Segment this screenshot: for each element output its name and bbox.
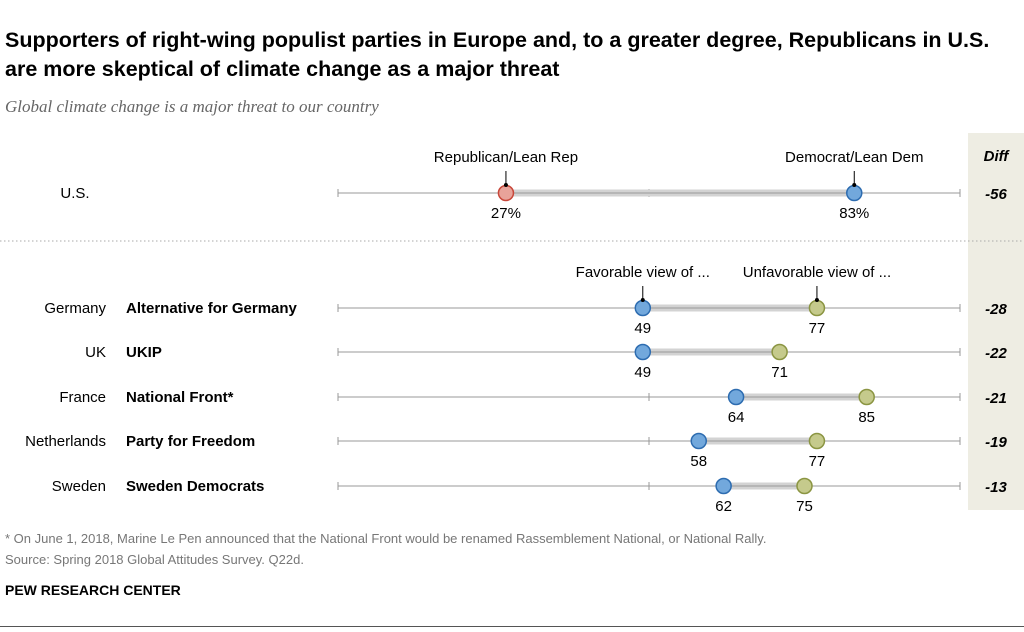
data-label-unfavorable: 71 bbox=[771, 364, 788, 381]
data-label-favorable: 64 bbox=[728, 409, 745, 426]
favorable-dot bbox=[727, 388, 745, 406]
data-label-favorable: 58 bbox=[690, 453, 707, 470]
row-label-party: UKIP bbox=[126, 344, 162, 361]
bottom-rule bbox=[0, 626, 1024, 627]
legend-favorable: Favorable view of ... bbox=[576, 264, 710, 281]
diff-header: Diff bbox=[984, 148, 1011, 165]
data-label: 83% bbox=[839, 205, 869, 222]
data-label-unfavorable: 85 bbox=[858, 409, 875, 426]
diff-value: -13 bbox=[985, 479, 1007, 496]
data-label-favorable: 49 bbox=[634, 364, 651, 381]
favorable-dot bbox=[634, 343, 652, 361]
favorable-dot bbox=[690, 432, 708, 450]
data-label-favorable: 62 bbox=[715, 498, 732, 515]
row-label-country: Netherlands bbox=[25, 433, 106, 450]
row-label-country: Sweden bbox=[52, 478, 106, 495]
diff-value: -19 bbox=[985, 434, 1007, 451]
credit: PEW RESEARCH CENTER bbox=[5, 582, 181, 598]
row-label-country: UK bbox=[85, 344, 106, 361]
legend-democrat: Democrat/Lean Dem bbox=[785, 149, 923, 166]
diff-value-us: -56 bbox=[985, 186, 1007, 203]
favorable-leader-dot bbox=[640, 298, 645, 302]
diff-value: -22 bbox=[985, 345, 1007, 362]
unfavorable-dot bbox=[858, 388, 875, 406]
data-label-favorable: 49 bbox=[634, 320, 651, 337]
data-label-unfavorable: 77 bbox=[809, 320, 826, 337]
chart-subtitle: Global climate change is a major threat … bbox=[5, 97, 379, 116]
legend-unfavorable: Unfavorable view of ... bbox=[743, 264, 891, 281]
democrat-leader-dot bbox=[852, 183, 857, 187]
diff-value: -28 bbox=[985, 301, 1007, 318]
footnote: * On June 1, 2018, Marine Le Pen announc… bbox=[5, 531, 767, 546]
us-republican-dot bbox=[497, 184, 515, 202]
row-label-us: U.S. bbox=[60, 185, 89, 202]
unfavorable-dot bbox=[808, 432, 826, 450]
favorable-dot bbox=[634, 299, 652, 317]
unfavorable-dot bbox=[808, 299, 826, 317]
republican-leader-dot bbox=[503, 183, 508, 187]
unfavorable-dot bbox=[771, 343, 788, 361]
source-note: Source: Spring 2018 Global Attitudes Sur… bbox=[5, 552, 304, 567]
us-democrat-dot bbox=[846, 184, 863, 202]
diff-value: -21 bbox=[985, 390, 1007, 407]
data-label: 27% bbox=[491, 205, 521, 222]
unfavorable-dot bbox=[796, 477, 813, 495]
chart-title: Supporters of right-wing populist partie… bbox=[5, 28, 990, 81]
legend-republican: Republican/Lean Rep bbox=[434, 149, 578, 166]
row-label-party: Alternative for Germany bbox=[126, 300, 298, 317]
row-label-party: National Front* bbox=[126, 389, 234, 406]
data-label-unfavorable: 75 bbox=[796, 498, 813, 515]
row-label-country: France bbox=[59, 389, 106, 406]
row-label-country: Germany bbox=[44, 300, 106, 317]
data-label-unfavorable: 77 bbox=[809, 453, 826, 470]
diff-column-band bbox=[968, 133, 1024, 510]
unfavorable-leader-dot bbox=[814, 298, 819, 302]
row-label-party: Party for Freedom bbox=[126, 433, 255, 450]
favorable-dot bbox=[715, 477, 732, 495]
row-label-party: Sweden Democrats bbox=[126, 478, 264, 495]
